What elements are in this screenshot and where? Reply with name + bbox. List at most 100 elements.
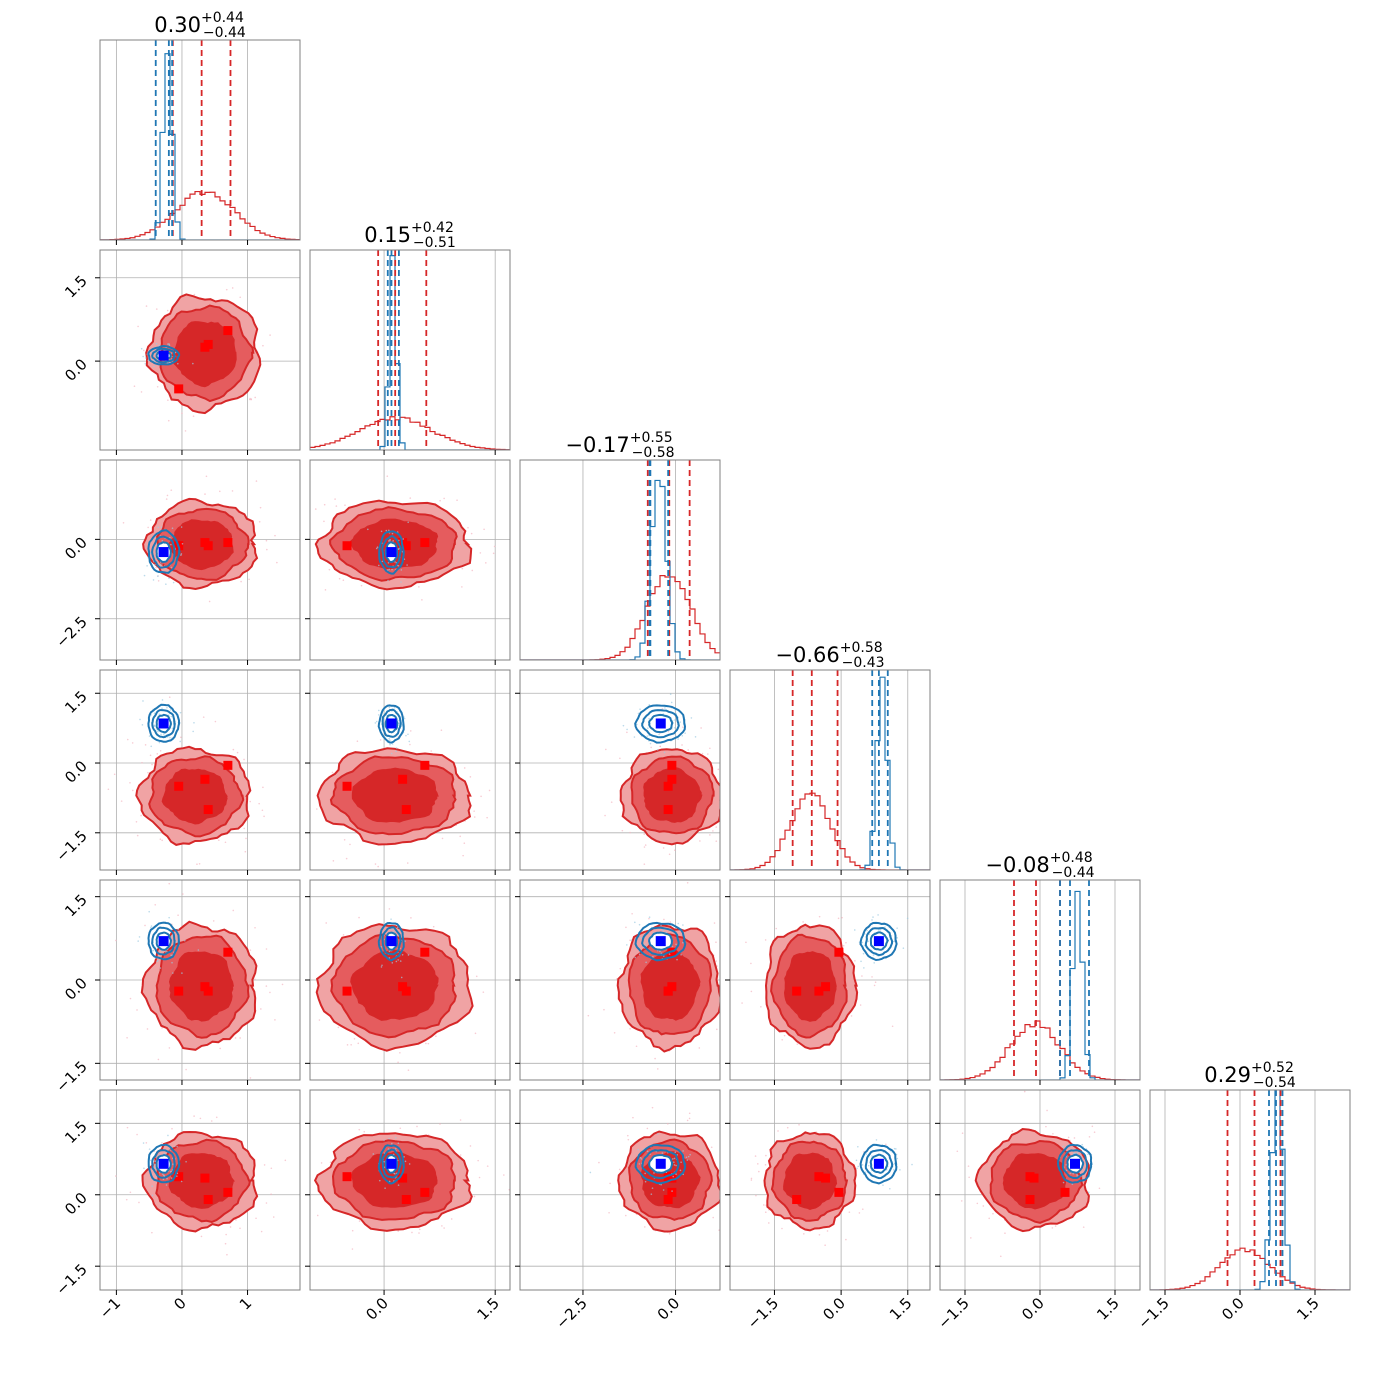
sample-point-blue [633, 736, 636, 738]
sample-point-blue [375, 720, 378, 723]
sample-point [629, 1027, 631, 1030]
sample-point [727, 788, 729, 790]
sample-point [409, 730, 412, 732]
sample-point-blue [871, 1155, 873, 1157]
sample-point [198, 863, 201, 865]
sample-point [225, 288, 228, 291]
red-histogram [100, 190, 300, 240]
panel-content [100, 1090, 300, 1290]
sample-point [861, 975, 863, 977]
sample-point [272, 1216, 275, 1218]
sample-point [961, 1132, 964, 1135]
sample-point-blue [397, 1142, 400, 1145]
sample-point [263, 1164, 266, 1166]
sample-point [358, 1128, 361, 1131]
sample-point [716, 1028, 718, 1031]
sample-point [208, 600, 211, 603]
blue-truth-marker [655, 718, 666, 729]
blue-truth-marker [158, 350, 169, 361]
sample-point [140, 391, 143, 393]
sample-point [738, 982, 740, 984]
blue-truth-marker [158, 718, 169, 729]
blue-contour-middle [151, 709, 176, 739]
sample-point [427, 1042, 430, 1045]
sample-point [409, 497, 412, 499]
red-truth-marker [667, 1187, 677, 1197]
sample-point [345, 857, 348, 860]
sample-point-blue [149, 1159, 152, 1162]
panel-content [100, 880, 300, 1080]
sample-point-blue [397, 565, 400, 567]
sample-point-blue [889, 1187, 891, 1190]
sample-point-blue [873, 962, 875, 964]
sample-point [475, 975, 478, 978]
sample-point [248, 578, 250, 581]
sample-point [240, 580, 242, 583]
sample-point-blue [895, 1148, 897, 1150]
blue-truth-marker [158, 936, 169, 947]
sample-point [625, 1214, 627, 1217]
sample-point [136, 1133, 138, 1136]
y-tick-label: −1.5 [52, 1057, 90, 1095]
sample-point [1045, 1125, 1047, 1128]
sample-point [1052, 1132, 1054, 1135]
sample-point-blue [861, 941, 864, 944]
sample-point [682, 726, 684, 728]
sample-point [715, 826, 718, 828]
sample-point [443, 497, 445, 500]
blue-truth-marker [873, 936, 884, 947]
sample-point [656, 1068, 659, 1070]
sample-point-blue [855, 1159, 858, 1162]
sample-point [141, 761, 143, 764]
sample-point [668, 853, 671, 856]
x-tick-label: 0.0 [654, 1294, 684, 1324]
sample-point-blue [673, 1164, 676, 1166]
panel-frame [309, 459, 511, 661]
sample-point [603, 1008, 605, 1011]
scatter-panel-4-0: −1.5 0.0 1.5 [52, 879, 301, 1096]
panel-content [520, 460, 720, 660]
sample-point-blue [1072, 1172, 1075, 1175]
sample-point-blue [377, 709, 380, 712]
sample-point-blue [402, 538, 405, 540]
panel-content [100, 670, 300, 870]
red-truth-marker [200, 982, 210, 992]
sample-point [226, 1253, 228, 1256]
sample-point-blue [403, 1156, 405, 1158]
red-truth-marker [174, 1172, 184, 1182]
sample-point [861, 1208, 864, 1210]
sample-point [377, 865, 379, 868]
sample-point-blue [161, 539, 164, 542]
sample-point-blue [143, 1167, 145, 1170]
sample-point [129, 1191, 132, 1194]
sample-point [239, 1227, 241, 1230]
sample-point [999, 1255, 1002, 1258]
sample-point-blue [380, 966, 383, 968]
blue-contour-outer [634, 921, 687, 962]
sample-point-blue [669, 693, 672, 695]
sample-point [287, 796, 289, 798]
y-tick-label: 1.5 [61, 1117, 91, 1147]
panel-content [310, 1090, 510, 1290]
sample-point [619, 967, 622, 970]
sample-point [255, 480, 258, 482]
blue-contour-outer [1056, 1143, 1093, 1184]
sample-point-blue [407, 521, 409, 524]
sample-point [848, 1211, 851, 1213]
sample-point-blue [161, 563, 163, 565]
sample-point-blue [166, 1177, 168, 1180]
sample-point [469, 1145, 472, 1147]
red-truth-marker [663, 781, 673, 791]
sample-point [397, 1061, 399, 1064]
blue-contour-middle [864, 926, 894, 957]
blue-truth-marker [655, 936, 666, 947]
sample-point-blue [672, 1175, 675, 1178]
y-tick-label: 0.0 [61, 1189, 91, 1219]
sample-point [1023, 1090, 1026, 1093]
panel-content [520, 1090, 720, 1290]
sample-point [225, 1233, 227, 1236]
sample-point [397, 1230, 400, 1232]
sample-point-blue [388, 737, 390, 740]
red-histogram [940, 1020, 1140, 1080]
red-truth-marker [223, 947, 233, 957]
